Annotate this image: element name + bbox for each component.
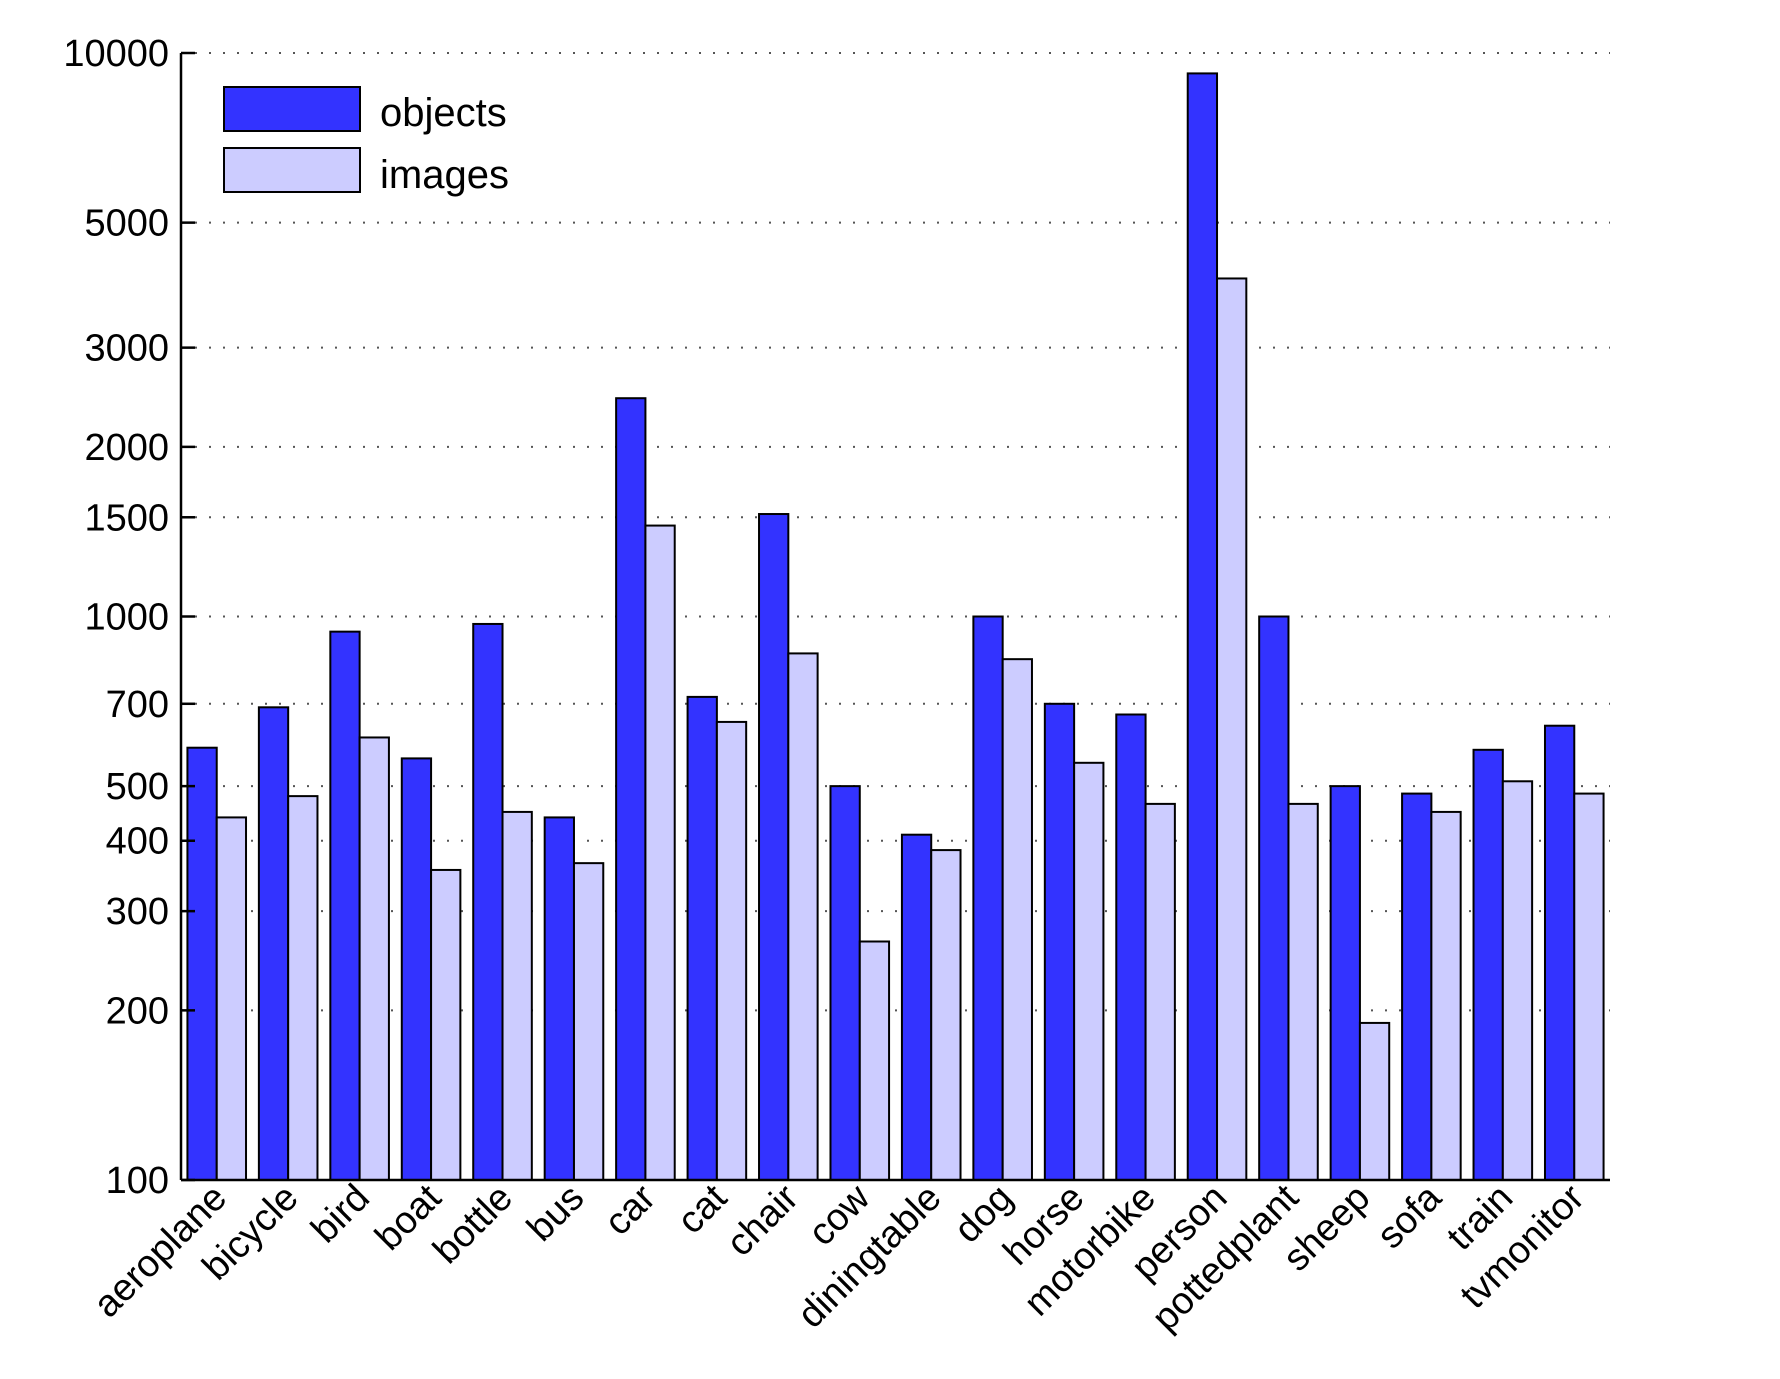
y-tick-label: 300 <box>106 891 169 933</box>
bar-images-chair <box>787 652 819 1181</box>
x-tick-label: chair <box>719 1176 807 1264</box>
x-tick-label: car <box>597 1176 664 1243</box>
bar-objects-bottle <box>472 622 504 1181</box>
bar-objects-aeroplane <box>186 746 218 1181</box>
bar-objects-person <box>1186 72 1219 1182</box>
bar-images-motorbike <box>1144 802 1176 1181</box>
legend-swatch-objects <box>223 86 361 132</box>
x-tick-label: bird <box>303 1177 378 1252</box>
bar-images-tvmonitor <box>1573 792 1605 1181</box>
y-tick-label: 400 <box>106 821 169 863</box>
bar-objects-horse <box>1043 702 1076 1181</box>
bar-images-train <box>1501 780 1534 1181</box>
bar-objects-dog <box>972 615 1004 1181</box>
bar-images-bottle <box>501 810 533 1181</box>
bar-images-dog <box>1001 658 1033 1181</box>
bar-objects-motorbike <box>1115 713 1147 1181</box>
bar-images-person <box>1216 277 1248 1181</box>
legend-label-objects: objects <box>380 91 507 135</box>
y-tick-label: 10000 <box>63 33 169 75</box>
y-tick-label: 1000 <box>84 597 169 639</box>
bar-objects-bicycle <box>257 706 290 1181</box>
bar-objects-cow <box>829 785 861 1182</box>
bar-objects-boat <box>400 757 433 1181</box>
y-tick-label: 1500 <box>84 497 169 539</box>
legend: objects images <box>223 86 509 197</box>
bar-objects-pottedplant <box>1258 615 1290 1181</box>
bar-objects-train <box>1472 748 1504 1182</box>
x-tick-label: bottle <box>425 1177 520 1272</box>
bar-images-sheep <box>1358 1021 1391 1182</box>
bar-objects-sofa <box>1401 792 1433 1181</box>
y-tick-label: 700 <box>106 684 169 726</box>
bar-images-bus <box>572 862 605 1181</box>
bar-images-cat <box>715 720 748 1182</box>
legend-swatch-images <box>223 147 361 193</box>
bar-objects-sheep <box>1329 785 1361 1182</box>
bar-objects-car <box>615 397 647 1182</box>
bar-objects-tvmonitor <box>1543 724 1576 1181</box>
bar-objects-bird <box>329 630 361 1181</box>
bar-images-horse <box>1073 761 1105 1181</box>
y-tick-labels: 100 200 300 400 500 700 1000 1500 2000 3000 5000 10… <box>63 33 195 1202</box>
bar-images-bird <box>358 736 390 1181</box>
bar-images-boat <box>430 868 462 1182</box>
bar-objects-bus <box>543 816 575 1181</box>
bar-objects-diningtable <box>900 833 933 1181</box>
y-tick-label: 2000 <box>84 427 169 469</box>
x-tick-label: sofa <box>1369 1176 1450 1257</box>
y-tick-label: 5000 <box>84 203 169 245</box>
y-tick-label: 100 <box>106 1160 169 1202</box>
bar-images-diningtable <box>930 849 962 1182</box>
x-tick-label: bus <box>519 1177 592 1250</box>
bar-images-cow <box>858 940 891 1182</box>
bar-images-bicycle <box>287 795 319 1181</box>
bar-images-car <box>644 524 676 1181</box>
bars <box>186 72 1605 1182</box>
y-tick-label: 3000 <box>84 328 169 370</box>
bar-images-pottedplant <box>1287 802 1319 1181</box>
bar-images-sofa <box>1430 810 1462 1181</box>
legend-label-images: images <box>380 153 509 197</box>
bar-objects-chair <box>758 513 790 1181</box>
y-tick-label: 200 <box>106 990 169 1032</box>
bar-images-aeroplane <box>215 816 248 1181</box>
y-tick-label: 500 <box>106 766 169 808</box>
bar-objects-cat <box>686 695 718 1181</box>
